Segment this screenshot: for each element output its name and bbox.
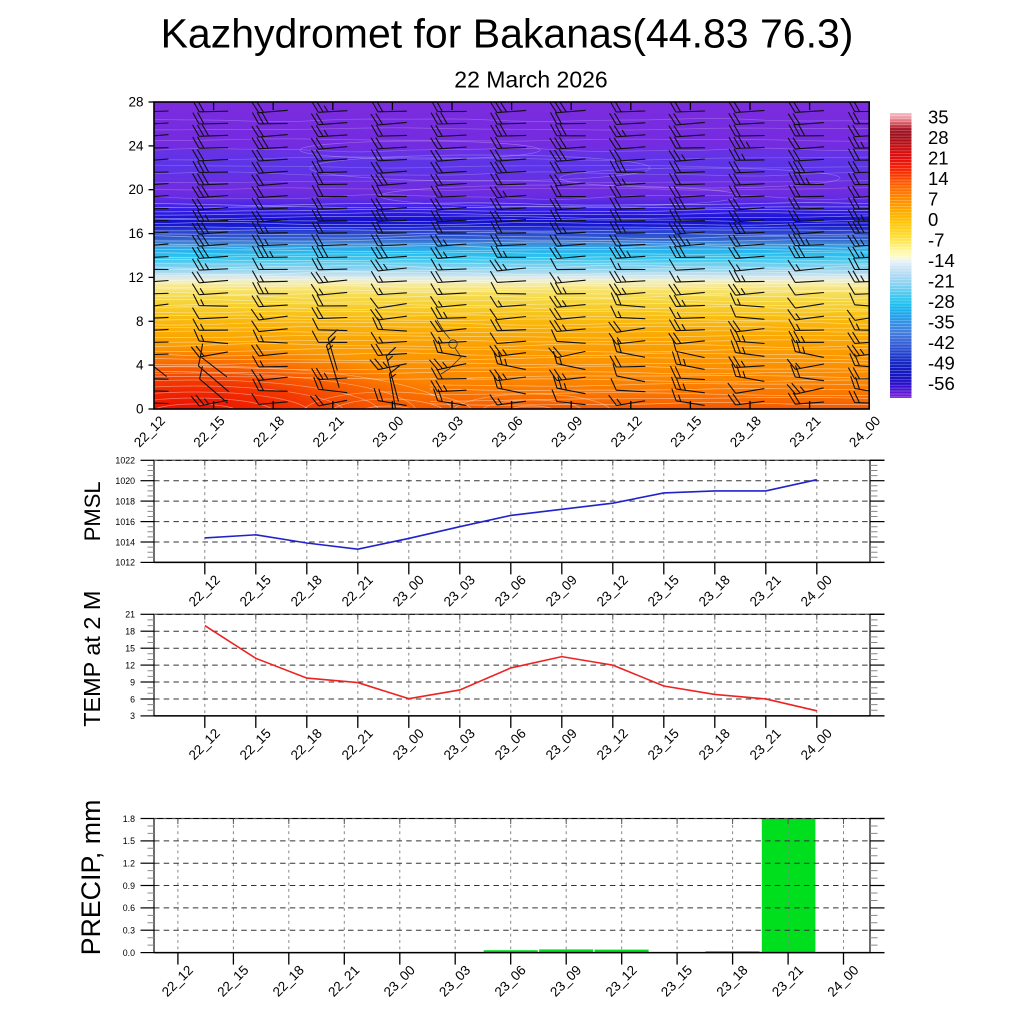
svg-text:-56: -56 xyxy=(928,373,955,394)
svg-text:1020: 1020 xyxy=(115,476,135,486)
svg-text:-42: -42 xyxy=(928,332,955,353)
svg-text:1.8: 1.8 xyxy=(123,814,135,824)
svg-text:1.5: 1.5 xyxy=(123,836,135,846)
svg-text:-14: -14 xyxy=(928,250,955,271)
svg-text:Kazhydromet for Bakanas(44.83: Kazhydromet for Bakanas(44.83 76.3) xyxy=(161,11,854,57)
svg-text:12: 12 xyxy=(125,660,135,670)
svg-text:16: 16 xyxy=(128,226,143,241)
svg-text:-7: -7 xyxy=(928,230,944,251)
svg-text:1022: 1022 xyxy=(115,456,135,466)
svg-text:TEMP at 2 M: TEMP at 2 M xyxy=(79,591,105,727)
svg-text:20: 20 xyxy=(128,182,143,197)
svg-text:12: 12 xyxy=(128,270,143,285)
svg-text:4: 4 xyxy=(136,358,144,373)
svg-text:21: 21 xyxy=(928,148,949,169)
svg-text:-21: -21 xyxy=(928,271,955,292)
svg-text:3: 3 xyxy=(130,711,135,721)
svg-text:24: 24 xyxy=(128,138,144,153)
svg-text:21: 21 xyxy=(125,610,135,620)
svg-text:8: 8 xyxy=(136,314,144,329)
svg-text:1014: 1014 xyxy=(115,537,135,547)
svg-text:1018: 1018 xyxy=(115,496,135,506)
svg-text:0.3: 0.3 xyxy=(123,926,135,936)
svg-text:0: 0 xyxy=(136,402,144,417)
svg-text:15: 15 xyxy=(125,644,135,654)
svg-text:35: 35 xyxy=(928,107,949,128)
svg-text:7: 7 xyxy=(928,189,938,210)
svg-text:0: 0 xyxy=(928,209,938,230)
svg-text:9: 9 xyxy=(130,677,135,687)
svg-text:PRECIP, mm: PRECIP, mm xyxy=(76,800,106,956)
svg-text:0.0: 0.0 xyxy=(123,948,135,958)
svg-text:PMSL: PMSL xyxy=(80,481,105,541)
svg-text:22 March 2026: 22 March 2026 xyxy=(454,67,607,93)
svg-text:-28: -28 xyxy=(928,291,955,312)
svg-text:28: 28 xyxy=(128,95,143,110)
svg-text:6: 6 xyxy=(130,694,135,704)
svg-text:-49: -49 xyxy=(928,353,955,374)
svg-text:28: 28 xyxy=(928,127,949,148)
svg-text:18: 18 xyxy=(125,627,135,637)
svg-text:1.2: 1.2 xyxy=(123,859,135,869)
svg-text:14: 14 xyxy=(928,168,949,189)
svg-text:1016: 1016 xyxy=(115,517,135,527)
svg-text:0.6: 0.6 xyxy=(123,903,135,913)
svg-text:1012: 1012 xyxy=(115,558,135,568)
svg-text:-35: -35 xyxy=(928,312,955,333)
svg-text:0.9: 0.9 xyxy=(123,881,135,891)
